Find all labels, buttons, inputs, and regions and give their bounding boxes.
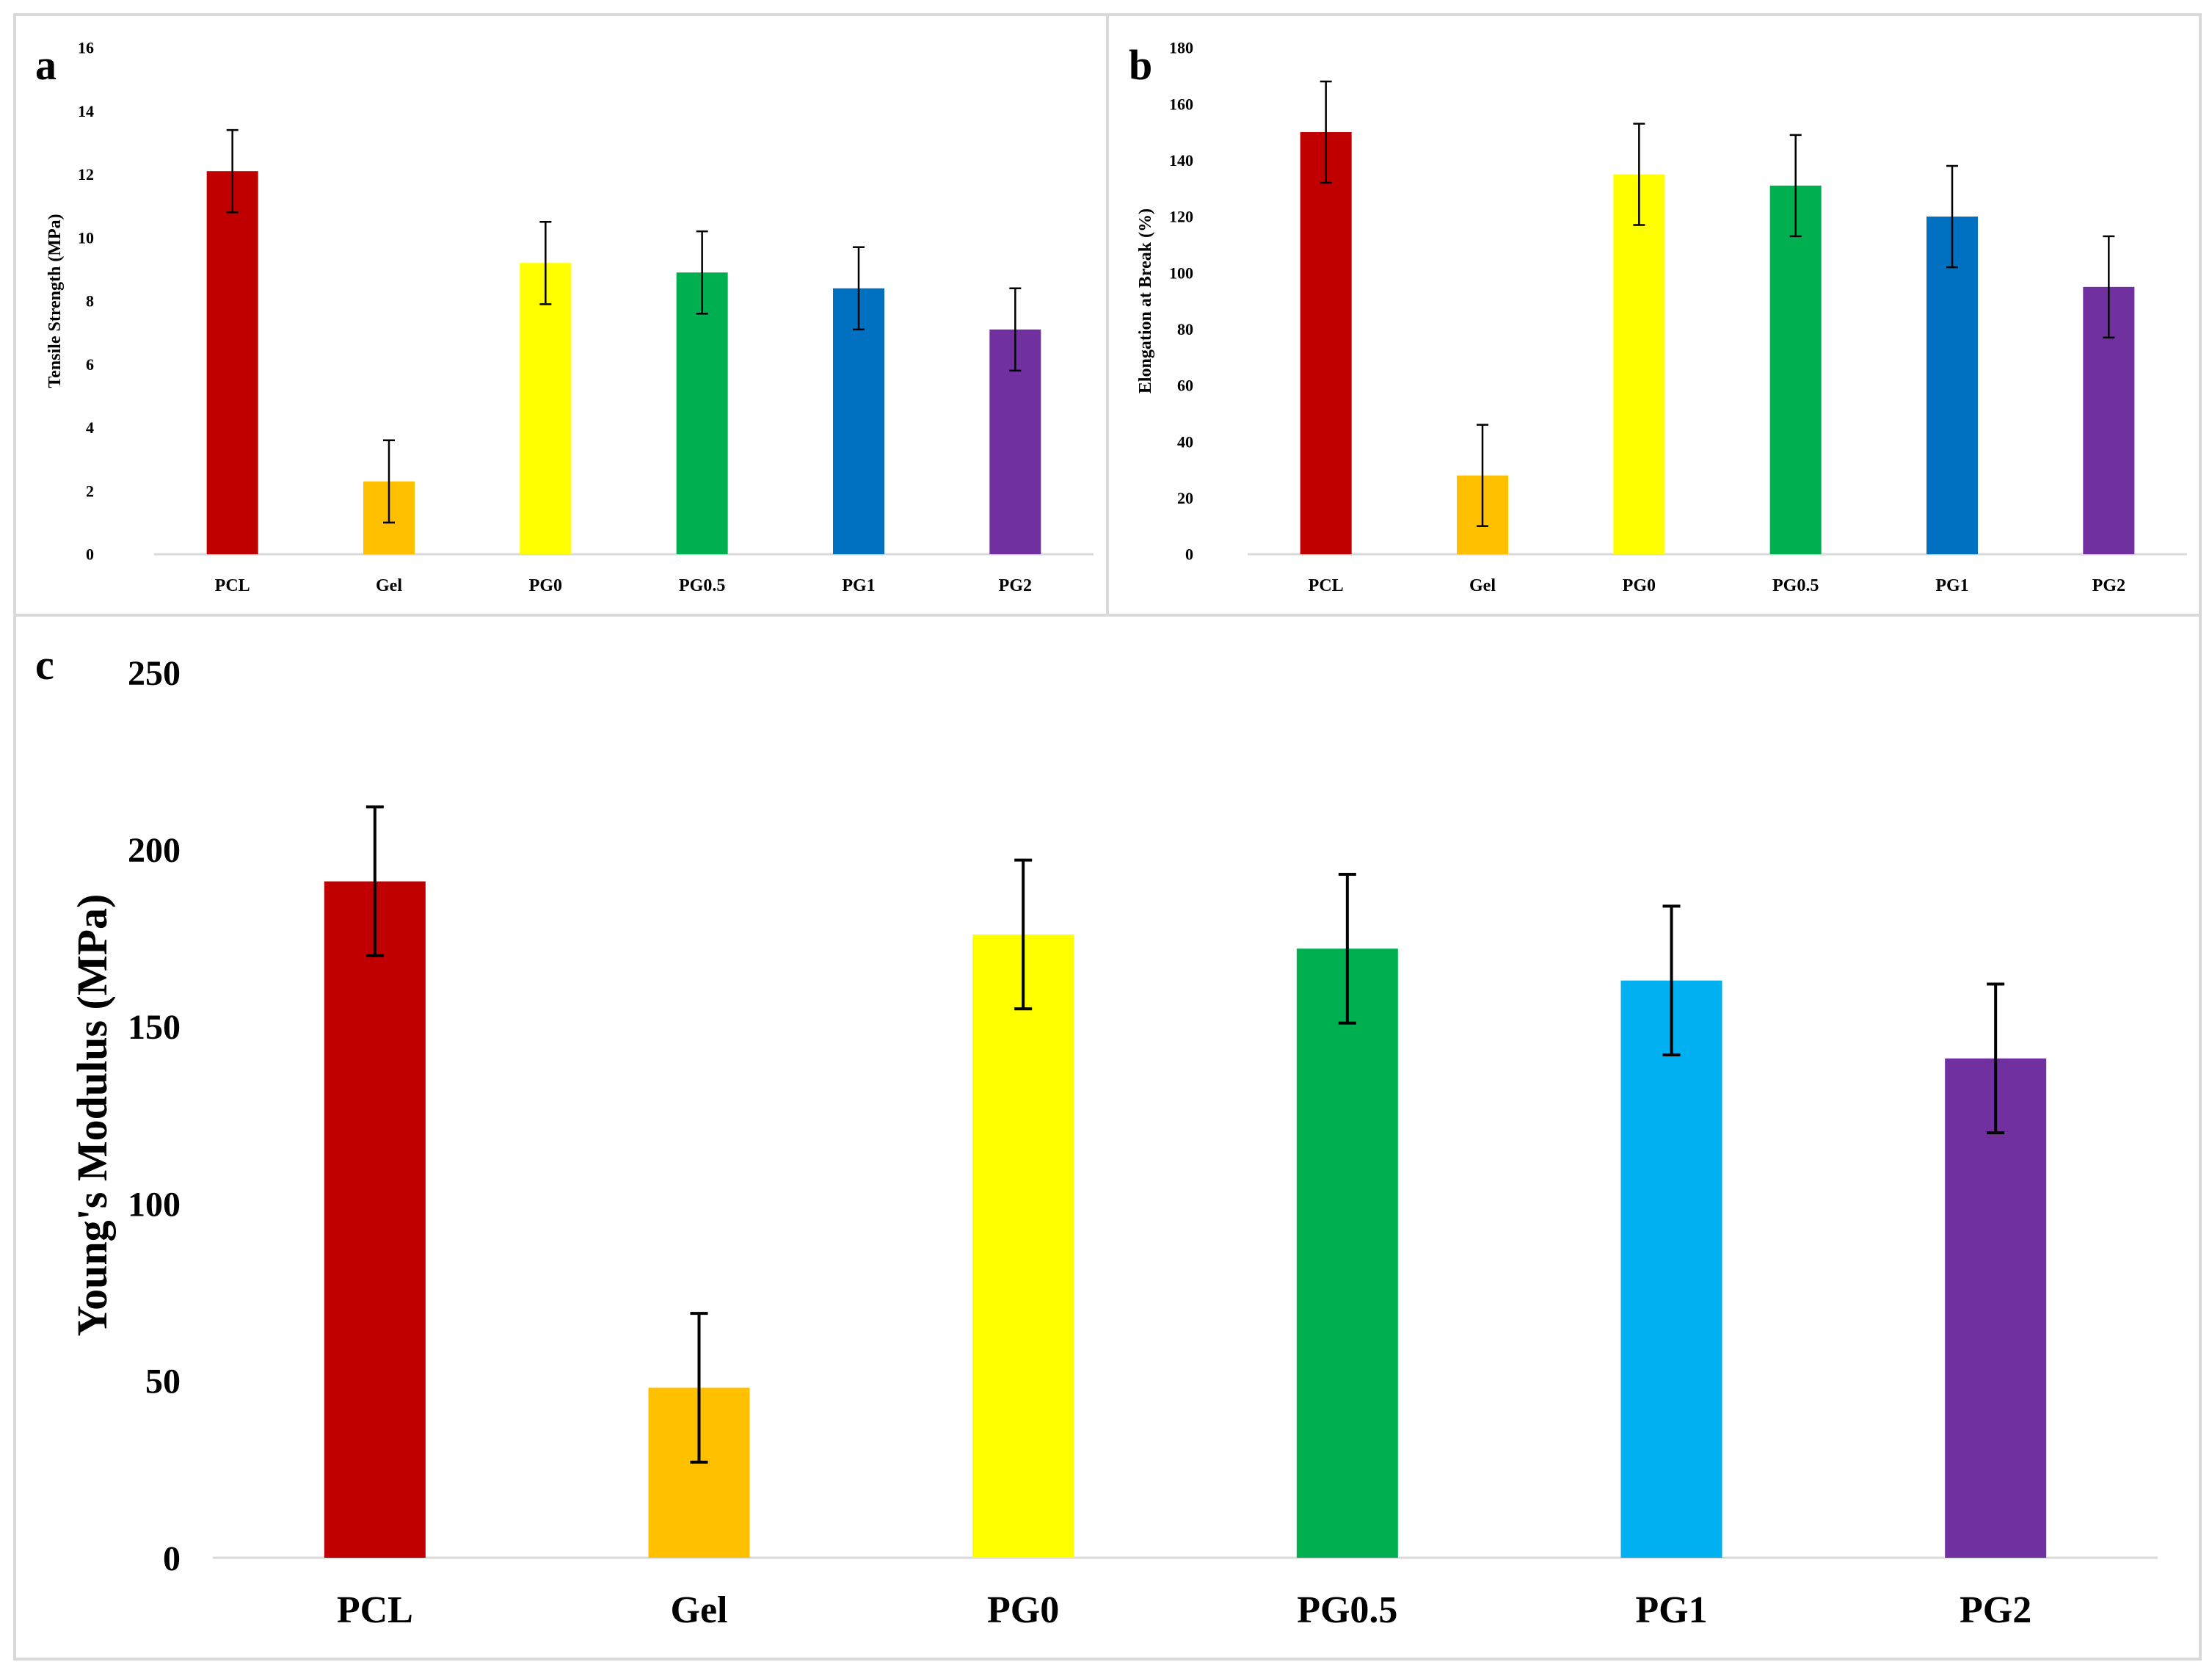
y-tick-label: 80 (1177, 320, 1193, 338)
y-tick-label: 160 (1169, 95, 1193, 113)
bar-pg0 (520, 263, 572, 554)
error-bar (1477, 424, 1488, 527)
error-bar (1946, 164, 1958, 269)
y-tick-label: 120 (1169, 208, 1193, 226)
category-label: PG2 (999, 576, 1032, 595)
category-label: PG0.5 (679, 576, 725, 595)
error-bar (365, 805, 384, 957)
bar-pg1 (1927, 217, 1978, 554)
error-bar (1320, 80, 1332, 184)
y-axis-title: Tensile Strength (MPa) (46, 214, 65, 388)
category-label: PG1 (1935, 576, 1968, 595)
bar-pcl (206, 171, 258, 554)
y-tick-label: 6 (86, 355, 94, 374)
bar-pg0-5 (676, 272, 728, 554)
y-tick-label: 8 (86, 292, 94, 311)
category-label: PG0.5 (1297, 1589, 1397, 1631)
bar-pcl (1300, 132, 1352, 554)
error-bar (1014, 858, 1033, 1011)
y-tick-label: 150 (128, 1008, 181, 1047)
category-label: PG0 (987, 1589, 1059, 1631)
bar-pg1 (1620, 980, 1722, 1558)
y-tick-label: 0 (1185, 545, 1193, 564)
category-label: Gel (671, 1589, 728, 1631)
category-label: PCL (337, 1589, 413, 1631)
y-tick-label: 0 (86, 545, 94, 564)
category-label: PG0 (1623, 576, 1656, 595)
error-bar (226, 128, 239, 214)
error-bar (1338, 872, 1356, 1025)
y-tick-label: 100 (128, 1185, 181, 1224)
panel-c-frame (13, 614, 2202, 1661)
panel-a-letter: a (35, 41, 57, 89)
bar-pg0-5 (1296, 948, 1398, 1558)
category-label: PG1 (1635, 1589, 1707, 1631)
error-bar (1633, 123, 1645, 226)
category-label: PG2 (2092, 576, 2125, 595)
panel-c-letter: c (35, 641, 54, 689)
bar-pg0 (972, 934, 1074, 1558)
category-label: PCL (1309, 576, 1344, 595)
category-label: PG0 (529, 576, 562, 595)
y-tick-label: 20 (1177, 489, 1193, 507)
error-bar (2103, 235, 2115, 339)
bar-pcl (324, 881, 426, 1558)
error-bar (1662, 904, 1681, 1056)
y-tick-label: 50 (145, 1362, 181, 1401)
y-tick-label: 10 (78, 228, 94, 247)
chart-a: 0 2 4 6 8 10 12 14 16 Tensile Strength (MPa) PCL Ge… (46, 39, 1094, 595)
error-bar (1009, 287, 1022, 372)
y-tick-label: 4 (86, 418, 94, 437)
panel-b-letter: b (1129, 41, 1152, 89)
bar-pg2 (1945, 1058, 2047, 1558)
y-tick-label: 60 (1177, 377, 1193, 395)
bar-pg0 (1613, 174, 1665, 554)
chart-b: 0 20 40 60 80 100 120 140 160 180 Elongation at Br… (1136, 39, 2187, 595)
category-label: PG2 (1960, 1589, 2031, 1631)
y-tick-label: 16 (78, 39, 94, 57)
error-bar (1789, 134, 1802, 238)
y-tick-label: 0 (163, 1539, 181, 1578)
y-tick-label: 2 (86, 482, 94, 500)
error-bar (383, 439, 395, 524)
category-label: PCL (215, 576, 250, 595)
y-axis-title: Elongation at Break (%) (1136, 208, 1155, 393)
category-label: PG0.5 (1772, 576, 1819, 595)
category-label: PG1 (842, 576, 875, 595)
chart-c: 0 50 100 150 200 250 Young's Modulus (MPa) PCL G… (68, 654, 2158, 1631)
y-tick-label: 200 (128, 831, 181, 870)
y-tick-label: 40 (1177, 432, 1193, 451)
error-bar (1987, 982, 2005, 1135)
y-tick-label: 180 (1169, 39, 1193, 57)
y-tick-label: 12 (78, 165, 94, 184)
error-bar (696, 230, 708, 315)
error-bar (853, 246, 865, 331)
y-axis-title: Young's Modulus (MPa) (68, 894, 116, 1337)
error-bar (690, 1312, 708, 1464)
y-tick-label: 250 (128, 654, 181, 693)
category-label: Gel (376, 576, 402, 595)
y-tick-label: 100 (1169, 264, 1193, 282)
y-tick-label: 14 (78, 102, 94, 120)
error-bar (539, 220, 552, 305)
bar-pg0-5 (1769, 185, 1822, 555)
bar-pg1 (833, 288, 884, 554)
y-tick-label: 140 (1169, 151, 1193, 170)
category-label: Gel (1469, 576, 1496, 595)
